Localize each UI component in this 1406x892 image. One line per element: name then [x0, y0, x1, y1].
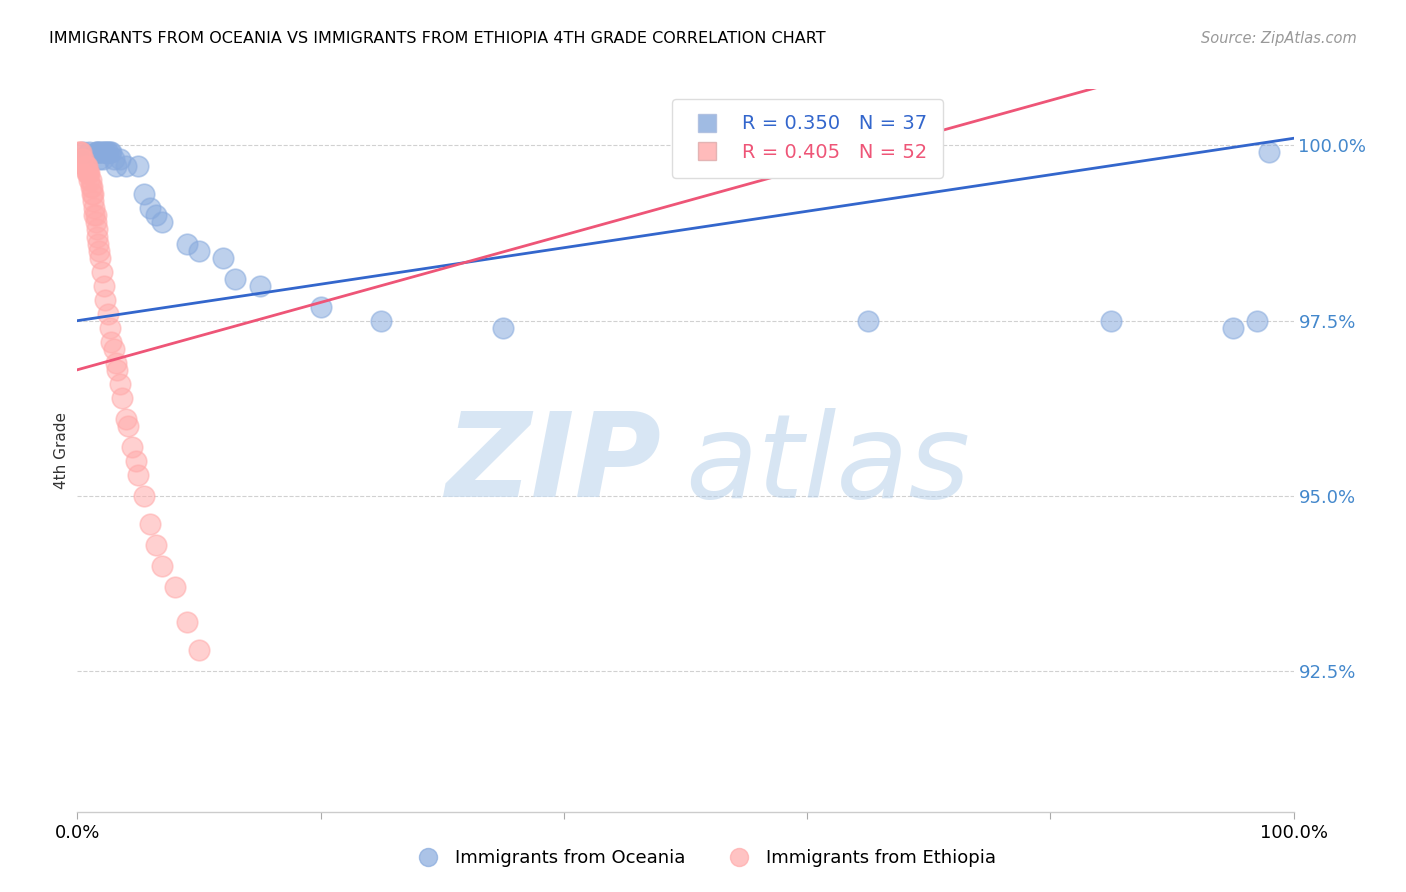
- Point: [224, 271, 246, 285]
- Point: [75, 160, 97, 174]
- Point: [80, 180, 103, 194]
- Point: [79, 166, 101, 180]
- Point: [83, 209, 105, 223]
- Point: [86, 145, 108, 160]
- Point: [70, 153, 93, 167]
- Point: [80, 173, 103, 187]
- Point: [91, 153, 114, 167]
- Point: [79, 145, 101, 160]
- Point: [97, 307, 120, 321]
- Point: [134, 489, 156, 503]
- Point: [89, 145, 111, 160]
- Point: [69, 145, 91, 160]
- Point: [89, 251, 111, 265]
- Point: [127, 160, 149, 174]
- Text: IMMIGRANTS FROM OCEANIA VS IMMIGRANTS FROM ETHIOPIA 4TH GRADE CORRELATION CHART: IMMIGRANTS FROM OCEANIA VS IMMIGRANTS FR…: [49, 31, 825, 46]
- Point: [145, 209, 167, 223]
- Point: [82, 187, 104, 202]
- Point: [108, 153, 131, 167]
- Point: [105, 356, 128, 370]
- Point: [79, 173, 101, 187]
- Point: [103, 342, 125, 356]
- Point: [94, 145, 117, 160]
- Point: [89, 153, 111, 167]
- Point: [115, 412, 138, 426]
- Point: [67, 145, 90, 160]
- Point: [188, 643, 211, 657]
- Point: [84, 209, 107, 223]
- Point: [127, 468, 149, 483]
- Legend: Immigrants from Oceania, Immigrants from Ethiopia: Immigrants from Oceania, Immigrants from…: [402, 842, 1004, 874]
- Point: [83, 202, 105, 216]
- Point: [93, 278, 115, 293]
- Point: [125, 454, 148, 468]
- Point: [139, 517, 162, 532]
- Point: [176, 615, 198, 630]
- Point: [139, 202, 162, 216]
- Point: [86, 222, 108, 236]
- Point: [98, 320, 121, 334]
- Point: [107, 363, 129, 377]
- Point: [103, 153, 125, 167]
- Point: [100, 334, 122, 349]
- Point: [370, 314, 392, 328]
- Point: [1099, 314, 1122, 328]
- Legend: R = 0.350   N = 37, R = 0.405   N = 52: R = 0.350 N = 37, R = 0.405 N = 52: [672, 99, 943, 178]
- Point: [72, 153, 94, 167]
- Point: [309, 300, 332, 314]
- Point: [115, 160, 138, 174]
- Point: [98, 145, 121, 160]
- Point: [96, 145, 118, 160]
- Point: [90, 145, 112, 160]
- Point: [492, 320, 515, 334]
- Point: [176, 236, 198, 251]
- Point: [145, 538, 167, 552]
- Point: [89, 244, 111, 258]
- Point: [188, 244, 211, 258]
- Point: [87, 145, 110, 160]
- Point: [856, 314, 879, 328]
- Point: [76, 166, 98, 180]
- Point: [117, 418, 139, 433]
- Point: [80, 187, 103, 202]
- Point: [77, 166, 100, 180]
- Point: [84, 145, 107, 160]
- Point: [84, 215, 107, 229]
- Point: [97, 145, 120, 160]
- Point: [249, 278, 271, 293]
- Point: [1222, 320, 1244, 334]
- Point: [105, 160, 128, 174]
- Point: [1258, 145, 1281, 160]
- Point: [72, 145, 94, 160]
- Point: [152, 215, 174, 229]
- Text: ZIP: ZIP: [446, 408, 661, 523]
- Point: [86, 229, 108, 244]
- Point: [94, 293, 117, 307]
- Point: [163, 580, 186, 594]
- Point: [100, 145, 122, 160]
- Point: [111, 391, 134, 405]
- Point: [82, 194, 104, 209]
- Point: [73, 160, 96, 174]
- Point: [1246, 314, 1268, 328]
- Point: [134, 187, 156, 202]
- Point: [77, 166, 100, 180]
- Point: [152, 559, 174, 574]
- Point: [212, 251, 235, 265]
- Point: [70, 145, 93, 160]
- Point: [76, 160, 98, 174]
- Point: [108, 376, 131, 391]
- Point: [80, 180, 103, 194]
- Point: [90, 264, 112, 278]
- Point: [121, 440, 143, 454]
- Point: [93, 145, 115, 160]
- Point: [75, 160, 97, 174]
- Point: [87, 236, 110, 251]
- Y-axis label: 4th Grade: 4th Grade: [53, 412, 69, 489]
- Text: Source: ZipAtlas.com: Source: ZipAtlas.com: [1201, 31, 1357, 46]
- Text: atlas: atlas: [686, 408, 970, 522]
